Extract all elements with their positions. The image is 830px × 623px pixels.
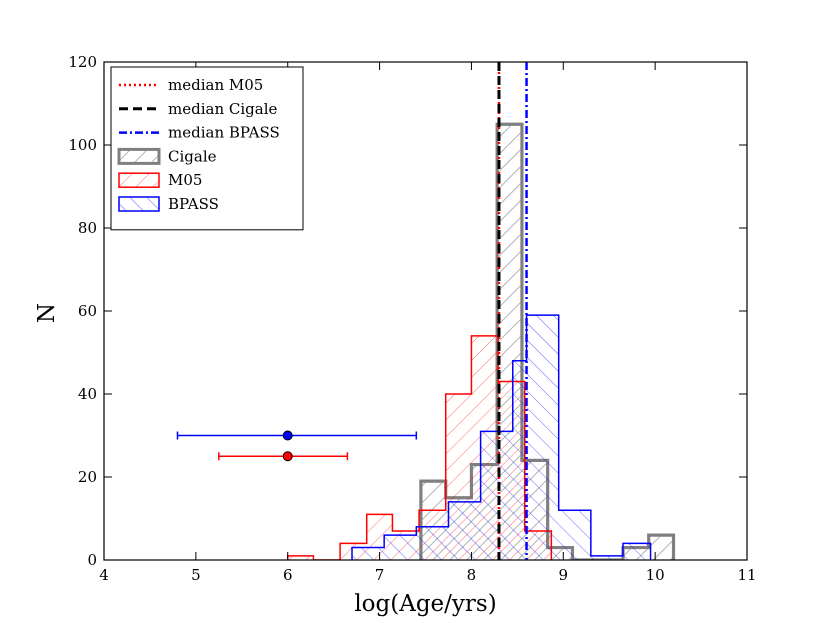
axes: 4 5 6 7 8 9 10 11 0 20 40 60 80 100 120 log(Age/yrs) N: [34, 53, 757, 617]
histogram-outline-bpass: [351, 314, 652, 560]
histogram-bar-bpass: [512, 360, 527, 560]
legend-label-median-m05: median M05: [168, 76, 263, 94]
histogram-bar-bpass: [558, 510, 591, 560]
legend-label-median-cigale: median Cigale: [168, 100, 277, 118]
data-point: [282, 430, 293, 441]
histogram-bar-m05: [287, 555, 314, 560]
histogram-bar-bpass: [416, 526, 449, 560]
x-tick-label: 7: [375, 566, 385, 584]
data-point: [282, 451, 293, 462]
legend-swatch-bpass: [118, 196, 160, 212]
y-tick-label: 40: [78, 385, 97, 403]
x-tick-label: 5: [191, 566, 201, 584]
histogram-bar-bpass: [590, 555, 623, 560]
histogram-bar-bpass: [480, 431, 513, 560]
error-point-bpass-typical-error: [176, 430, 418, 441]
x-tick-label: 4: [99, 566, 109, 584]
legend-label-bpass: BPASS: [168, 195, 219, 213]
x-tick-label: 8: [467, 566, 477, 584]
x-tick-label: 11: [737, 566, 756, 584]
plot-clip-group: [176, 62, 676, 560]
x-tick-label: 6: [283, 566, 293, 584]
histogram-outline-m05: [286, 335, 553, 560]
histogram-bar-bpass: [526, 315, 559, 560]
histogram-bar-bpass: [622, 543, 651, 560]
y-tick-label: 0: [87, 551, 97, 569]
histogram-bar-bpass: [384, 535, 417, 560]
x-tick-label: 9: [559, 566, 569, 584]
legend-label-m05: M05: [168, 171, 202, 189]
histogram-bar-cigale: [648, 535, 674, 560]
histogram-bar-bpass: [352, 547, 385, 560]
legend: median M05 median Cigale median BPASS Cigal…: [110, 66, 304, 231]
error-point-m05-typical-error: [218, 451, 349, 462]
legend-swatch-m05: [118, 172, 160, 188]
y-axis-title: N: [34, 303, 60, 323]
y-tick-label: 60: [78, 302, 97, 320]
x-tick-label: 10: [646, 566, 665, 584]
y-tick-label: 20: [78, 468, 97, 486]
y-tick-label: 80: [78, 219, 97, 237]
legend-label-cigale: Cigale: [168, 147, 217, 165]
legend-label-median-bpass: median BPASS: [168, 124, 280, 142]
plot-area: [176, 62, 676, 560]
histogram-bar-bpass: [448, 501, 481, 560]
legend-swatch-cigale: [117, 147, 161, 165]
y-tick-label: 120: [68, 53, 97, 71]
x-axis-title: log(Age/yrs): [354, 591, 496, 617]
histogram-bpass: [351, 314, 652, 560]
y-tick-label: 100: [68, 136, 97, 154]
